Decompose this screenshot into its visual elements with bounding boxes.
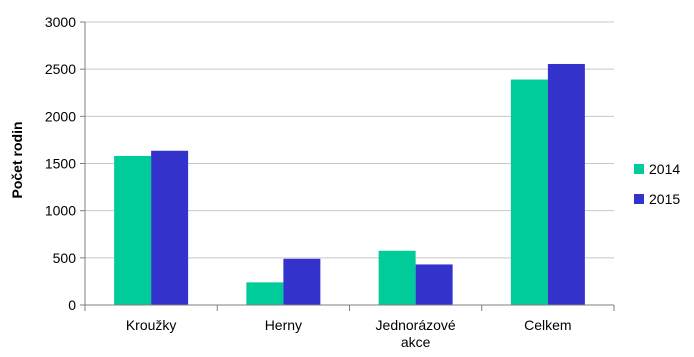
axes [80,21,615,311]
bar-2014-2 [378,250,416,305]
bar-2015-2 [415,264,453,305]
y-tick-label: 3000 [45,14,76,30]
bar-2014-0 [114,155,152,305]
y-tick-label: 0 [68,297,76,313]
bar-2014-3 [510,79,548,305]
legend: 2014 2015 [634,161,680,207]
x-tick-label: Herny [265,317,302,333]
bar-2015-1 [283,258,321,305]
y-tick-label: 2000 [45,108,76,124]
x-tick-label: Celkem [524,317,571,333]
y-tick-labels: 0 500 1000 1500 2000 2500 3000 [45,14,76,313]
legend-swatch-2015 [634,194,644,204]
y-tick-label: 500 [53,250,77,266]
y-tick-label: 1000 [45,203,76,219]
y-tick-label: 1500 [45,156,76,172]
bar-2014-1 [246,282,284,305]
bars [114,63,585,305]
x-tick-label: Jednorázové [376,317,456,333]
y-axis-title: Počet rodin [9,121,25,198]
x-tick-label: akce [401,334,431,350]
bar-2015-3 [547,63,585,305]
legend-label-2015: 2015 [649,191,680,207]
y-tick-label: 2500 [45,61,76,77]
bar-2015-0 [151,150,189,305]
x-tick-label: Kroužky [126,317,177,333]
legend-swatch-2014 [634,164,644,174]
legend-label-2014: 2014 [649,161,680,177]
